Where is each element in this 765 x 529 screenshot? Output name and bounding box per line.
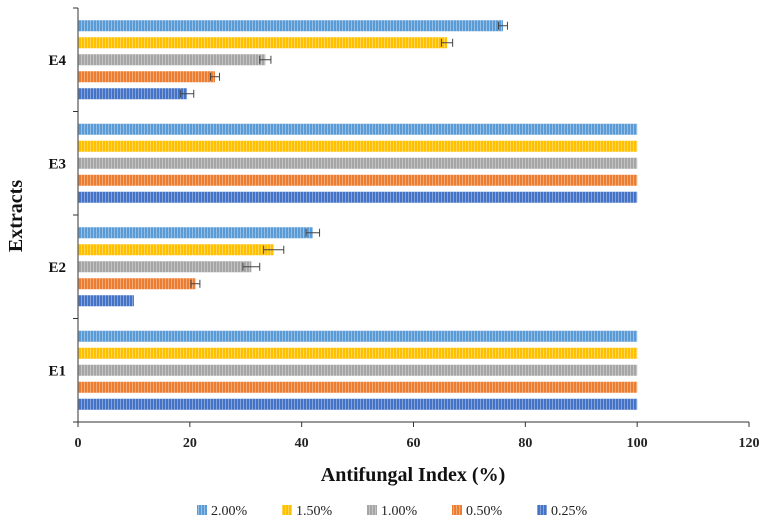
legend-item: 0.50%: [452, 504, 503, 519]
legend-item: 0.25%: [537, 504, 588, 519]
bar-texture: [78, 71, 215, 83]
x-tick-label: 120: [739, 436, 760, 451]
y-category-label: E1: [48, 363, 66, 379]
bar-texture: [78, 37, 448, 49]
x-tick-label: 40: [295, 436, 309, 451]
axes: 0 20 40 60 80 100 120 E1 E2 E3 E4: [48, 7, 760, 451]
bar-texture: [78, 88, 188, 100]
legend-item: 1.50%: [282, 504, 333, 519]
legend-swatch-texture: [197, 505, 207, 515]
y-axis-title: Extracts: [5, 180, 27, 252]
y-category-label: E2: [48, 260, 66, 276]
legend-label: 0.25%: [551, 504, 588, 519]
legend-swatch-texture: [452, 505, 462, 515]
y-category-label: E3: [48, 156, 66, 172]
bar-marks: [78, 20, 638, 410]
bar-texture: [78, 191, 638, 203]
bar-texture: [78, 278, 196, 290]
legend: 2.00% 1.50% 1.00% 0.50% 0.25%: [197, 504, 588, 519]
bar-texture: [78, 347, 638, 359]
bar-texture: [78, 261, 252, 273]
bar-texture: [78, 54, 266, 66]
x-tick-label: 0: [75, 436, 82, 451]
bar-texture: [78, 244, 274, 256]
legend-swatch-texture: [282, 505, 292, 515]
legend-item: 1.00%: [367, 504, 418, 519]
error-bar: [440, 38, 454, 47]
bar-texture: [78, 227, 313, 239]
legend-swatch-texture: [537, 505, 547, 515]
bar-texture: [78, 20, 503, 32]
error-bar: [179, 89, 195, 98]
bar-texture: [78, 381, 638, 393]
legend-swatch-texture: [367, 505, 377, 515]
legend-label: 0.50%: [466, 504, 503, 519]
x-axis-title: Antifungal Index (%): [321, 464, 505, 486]
error-bar: [305, 228, 321, 237]
error-bar: [242, 262, 261, 271]
bar-texture: [78, 140, 638, 152]
error-bar: [210, 72, 220, 81]
error-bar: [263, 245, 285, 254]
bar-texture: [78, 364, 638, 376]
x-tick-label: 100: [627, 436, 648, 451]
legend-label: 1.50%: [296, 504, 333, 519]
legend-label: 2.00%: [211, 504, 248, 519]
bar-texture: [78, 157, 638, 169]
bar-texture: [78, 330, 638, 342]
x-tick-label: 20: [183, 436, 197, 451]
error-bar: [497, 21, 508, 30]
bar-texture: [78, 123, 638, 135]
bar-texture: [78, 398, 638, 410]
bar-texture: [78, 295, 134, 307]
bar-texture: [78, 174, 638, 186]
x-tick-label: 60: [407, 436, 421, 451]
legend-item: 2.00%: [197, 504, 248, 519]
legend-label: 1.00%: [381, 504, 418, 519]
error-bar: [190, 279, 201, 288]
x-tick-label: 80: [518, 436, 532, 451]
error-bar: [259, 55, 272, 64]
y-category-label: E4: [48, 53, 66, 69]
